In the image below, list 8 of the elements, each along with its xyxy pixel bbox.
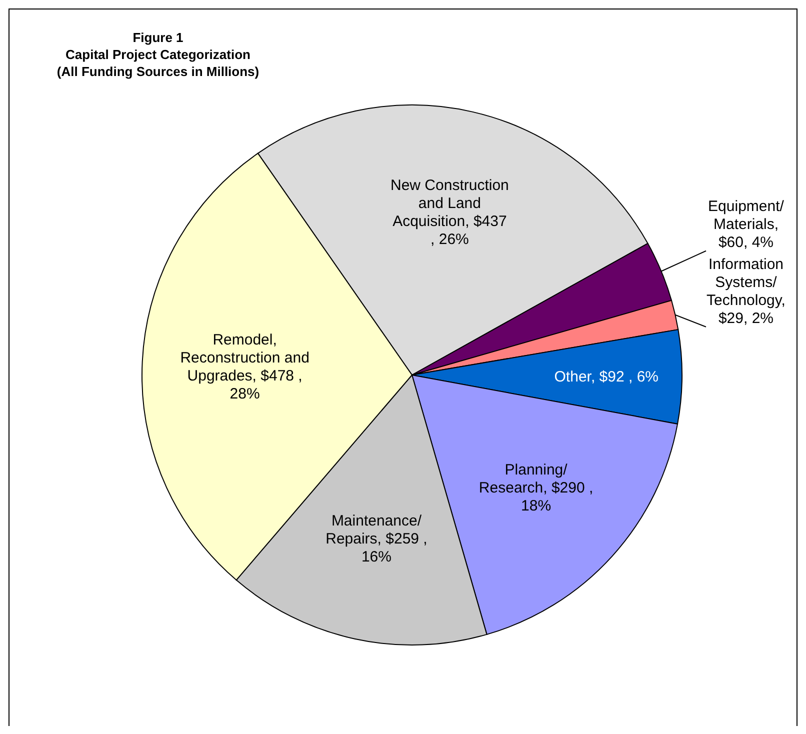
slice-label: Remodel, Reconstruction and Upgrades, $478 , 28% — [180, 332, 310, 403]
slice-label: New Construction and Land Acquisition, $437 , 26% — [390, 176, 509, 248]
slice-label: Equipment/ Materials, $60, 4% — [708, 198, 785, 251]
slice-label: Maintenance/ Repairs, $259 , 16% — [326, 512, 428, 566]
slice-label: Planning/ Research, $290 , 18% — [478, 461, 594, 514]
slice-label: Other, $92 , 6% — [554, 368, 659, 386]
slice-label: Information Systems/ Technology, $29, 2% — [706, 256, 786, 327]
chart-title: Figure 1 Capital Project Categorization (All Funding Sources in Millions) — [56, 30, 260, 79]
